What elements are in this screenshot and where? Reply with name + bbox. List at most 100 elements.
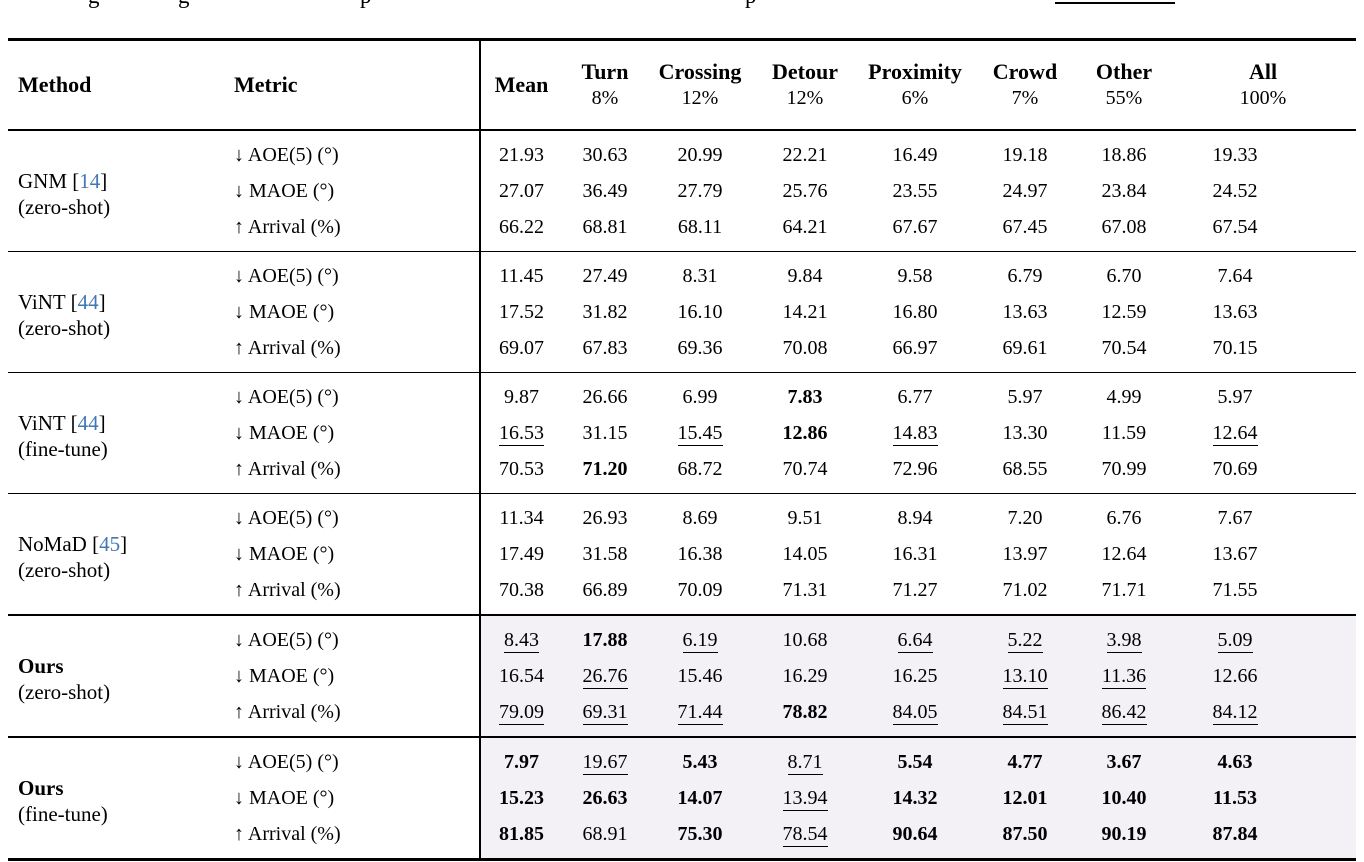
- metric-value: 8.43: [504, 628, 539, 653]
- metric-value: 14.21: [782, 300, 828, 323]
- value-cell: 69.07: [480, 330, 562, 373]
- metric-value: 26.76: [582, 664, 628, 689]
- col-header-method: Method: [8, 39, 220, 131]
- metric-value: 84.05: [892, 700, 938, 725]
- value-cell: 31.58: [562, 536, 648, 572]
- metric-label: ↑ Arrival (%): [220, 572, 481, 615]
- metric-value: 71.27: [892, 578, 938, 601]
- value-cell: 70.15: [1170, 330, 1356, 373]
- metric-value: 67.08: [1101, 215, 1147, 238]
- value-cell: 75.30: [648, 816, 752, 860]
- value-cell: 90.19: [1078, 816, 1170, 860]
- column-share: 55%: [1105, 87, 1143, 110]
- value-cell: 18.86: [1078, 130, 1170, 173]
- metric-value: 19.18: [1002, 143, 1048, 166]
- metric-value: 78.54: [782, 822, 828, 847]
- metric-value: 6.70: [1106, 264, 1142, 287]
- value-cell: 7.20: [972, 494, 1078, 537]
- value-cell: 70.53: [480, 451, 562, 494]
- value-cell: 70.38: [480, 572, 562, 615]
- value-cell: 11.34: [480, 494, 562, 537]
- method-mode: (fine-tune): [18, 802, 108, 826]
- value-cell: 79.09: [480, 694, 562, 737]
- metric-value: 66.22: [499, 215, 544, 238]
- value-cell: 16.49: [858, 130, 972, 173]
- metric-value: 21.93: [499, 143, 544, 166]
- metric-value: 36.49: [582, 179, 628, 202]
- metric-value: 84.12: [1212, 700, 1258, 725]
- method-cell: ViNT [44] (fine-tune): [8, 373, 220, 494]
- value-cell: 8.71: [752, 737, 858, 780]
- metric-value: 10.68: [782, 628, 828, 651]
- value-cell: 14.32: [858, 780, 972, 816]
- metric-value: 90.19: [1101, 822, 1147, 845]
- method-mode: (zero-shot): [18, 316, 111, 340]
- column-share: 100%: [1239, 87, 1287, 110]
- value-cell: 26.63: [562, 780, 648, 816]
- metric-label: ↓ AOE(5) (°): [220, 737, 481, 780]
- citation-link[interactable]: 14: [79, 168, 101, 193]
- metric-value: 8.94: [897, 506, 933, 529]
- col-header-metric: Metric: [220, 39, 481, 131]
- metric-value: 69.36: [677, 336, 723, 359]
- metric-value: 13.67: [1212, 542, 1258, 565]
- value-cell: 15.45: [648, 415, 752, 451]
- metric-value: 18.86: [1101, 143, 1147, 166]
- table-row: Ours (zero-shot) ↓ AOE(5) (°) 8.43 17.88 6.19…: [8, 615, 1356, 704]
- value-cell: 31.82: [562, 294, 648, 330]
- value-cell: 71.20: [562, 451, 648, 494]
- metric-value: 9.58: [897, 264, 933, 287]
- value-cell: 14.07: [648, 780, 752, 816]
- citation-link[interactable]: 44: [77, 289, 99, 314]
- metric-value: 8.69: [682, 506, 718, 529]
- metric-value: 16.38: [677, 542, 723, 565]
- citation-link[interactable]: 44: [77, 410, 99, 435]
- value-cell: 4.77: [972, 737, 1078, 780]
- method-group: ViNT [44] (fine-tune) ↓ AOE(5) (°) 9.87 26.6…: [8, 372, 1356, 494]
- method-name: Ours: [18, 653, 64, 678]
- metric-value: 66.89: [582, 578, 628, 601]
- value-cell: 69.61: [972, 330, 1078, 373]
- metric-value: 16.54: [499, 664, 544, 687]
- value-cell: 26.93: [562, 494, 648, 537]
- metric-value: 68.11: [677, 215, 723, 238]
- value-cell: 70.74: [752, 451, 858, 494]
- citation-bracket: ]: [100, 168, 108, 193]
- metric-value: 3.67: [1106, 750, 1142, 773]
- metric-value: 86.42: [1101, 700, 1147, 725]
- metric-value: 7.20: [1007, 506, 1043, 529]
- column-label: Proximity: [868, 59, 962, 85]
- value-cell: 16.53: [480, 415, 562, 451]
- value-cell: 11.45: [480, 252, 562, 295]
- method-name: Ours: [18, 775, 64, 800]
- metric-value: 5.54: [897, 750, 933, 773]
- metric-label: ↓ AOE(5) (°): [220, 493, 481, 536]
- value-cell: 64.21: [752, 209, 858, 252]
- metric-value: 27.79: [677, 179, 723, 202]
- value-cell: 16.38: [648, 536, 752, 572]
- metric-value: 19.67: [582, 750, 628, 775]
- metric-value: 4.77: [1007, 750, 1043, 773]
- metric-value: 16.49: [892, 143, 938, 166]
- method-mode: (fine-tune): [18, 437, 108, 461]
- value-cell: 6.19: [648, 615, 752, 658]
- value-cell: 13.10: [972, 658, 1078, 694]
- metric-label: ↓ AOE(5) (°): [220, 615, 481, 658]
- value-cell: 12.66: [1170, 658, 1356, 694]
- value-cell: 17.49: [480, 536, 562, 572]
- citation-bracket: ]: [98, 410, 106, 435]
- value-cell: 20.99: [648, 130, 752, 173]
- value-cell: 7.97: [480, 737, 562, 780]
- column-share: 7%: [1011, 87, 1039, 110]
- column-label: Detour: [772, 59, 838, 85]
- citation-link[interactable]: 45: [99, 531, 121, 556]
- metric-value: 16.80: [892, 300, 938, 323]
- value-cell: 68.81: [562, 209, 648, 252]
- metric-label: ↓ MAOE (°): [220, 536, 481, 572]
- citation-bracket: [: [65, 410, 78, 435]
- col-header-detour: Detour 12%: [752, 39, 858, 131]
- table-row: ↑ Arrival (%) 79.09 69.31 71.44 78.82 84.05 84…: [8, 694, 1356, 737]
- metric-value: 69.31: [582, 700, 628, 725]
- value-cell: 9.58: [858, 252, 972, 295]
- metric-value: 70.15: [1212, 336, 1258, 359]
